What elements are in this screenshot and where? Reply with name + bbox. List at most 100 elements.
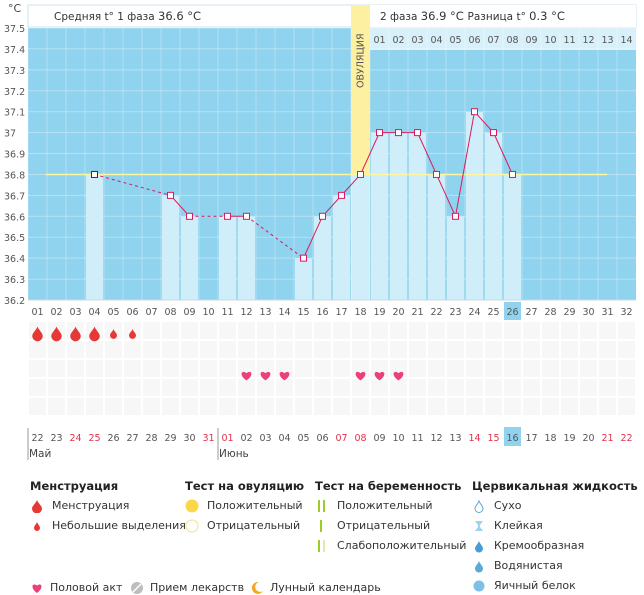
cycle-day-label: 15 <box>297 307 309 318</box>
cycle-day-label: 32 <box>620 307 632 318</box>
calendar-date-label: 14 <box>468 433 480 444</box>
symbol-cell <box>86 398 103 415</box>
symbol-cell <box>295 360 312 377</box>
symbol-cell <box>542 379 559 396</box>
legend-item: Отрицательный <box>315 519 430 533</box>
symbol-cell <box>276 379 293 396</box>
highlight-day-box <box>504 302 521 320</box>
drop-large-icon <box>32 326 43 342</box>
symbol-cell <box>599 398 616 415</box>
legend-item: Менструация <box>30 499 129 513</box>
cycle-day-label: 20 <box>392 307 404 318</box>
symbol-cell <box>371 379 388 396</box>
symbol-cell <box>466 360 483 377</box>
legend-item: Водянистая <box>472 559 563 573</box>
symbol-cell <box>219 322 236 339</box>
legend-item: Положительный <box>185 499 303 513</box>
calendar-date-label: 01 <box>221 433 233 444</box>
phase1-summary: Средняя t° 1 фаза 36.6 °C <box>54 9 201 23</box>
symbol-cell <box>162 341 179 358</box>
diff-label: Разница t° <box>468 11 530 23</box>
cycle-day-label: 03 <box>69 307 81 318</box>
unit-label: °C <box>8 2 22 15</box>
symbol-cell <box>162 360 179 377</box>
phase2-day-label: 05 <box>449 35 461 46</box>
legend-item-label: Яичный белок <box>494 579 576 592</box>
symbol-cell <box>143 398 160 415</box>
heart-icon <box>393 371 404 381</box>
phase2-day-label: 10 <box>544 35 556 46</box>
symbol-cell <box>162 379 179 396</box>
symbol-cell <box>143 360 160 377</box>
month-label: Май <box>29 448 51 460</box>
data-point <box>509 170 516 178</box>
calendar-date-label: 12 <box>430 433 442 444</box>
watery-icon <box>475 561 483 573</box>
legend-item-label: Половой акт <box>50 581 123 594</box>
symbol-cell <box>314 398 331 415</box>
phase2-day-label: 08 <box>506 35 518 46</box>
symbol-cell <box>409 322 426 339</box>
data-point <box>338 191 345 199</box>
symbol-cell <box>257 322 274 339</box>
symbol-cell <box>124 341 141 358</box>
cycle-day-label: 26 <box>506 307 518 318</box>
symbol-cell <box>314 379 331 396</box>
creamy-icon <box>475 541 483 553</box>
legend-item-label: Отрицательный <box>337 519 431 532</box>
cycle-day-label: 25 <box>487 307 499 318</box>
cycle-day-label: 01 <box>31 307 43 318</box>
symbol-cell <box>523 360 540 377</box>
legend-item-label: Кремообразная <box>494 539 585 552</box>
symbol-cell <box>447 360 464 377</box>
moon-icon <box>251 581 263 594</box>
data-point <box>414 129 421 137</box>
cycle-day-label: 17 <box>335 307 347 318</box>
temperature-bar <box>314 216 331 300</box>
drop-large-icon <box>32 500 42 513</box>
symbol-cell <box>333 379 350 396</box>
cycle-day-label: 11 <box>221 307 233 318</box>
symbol-cell <box>314 341 331 358</box>
temperature-bar <box>86 174 103 300</box>
symbol-cell <box>447 398 464 415</box>
symbol-cell <box>580 341 597 358</box>
legend-item-label: Водянистая <box>494 559 563 572</box>
symbol-cell <box>162 322 179 339</box>
symbol-cell <box>352 341 369 358</box>
line-segment <box>360 132 380 175</box>
symbol-cell <box>333 341 350 358</box>
calendar-date-label: 24 <box>69 433 81 444</box>
legend-item-label: Клейкая <box>494 519 543 532</box>
symbol-cell <box>67 360 84 377</box>
symbol-cell <box>447 322 464 339</box>
legend-item-label: Положительный <box>207 499 303 512</box>
legend-item-label: Лунный календарь <box>270 581 381 594</box>
legend-bottom-item: Лунный календарь <box>250 581 381 595</box>
legend-item: Клейкая <box>472 519 543 533</box>
phase2-day-label: 04 <box>430 35 442 46</box>
symbol-cell <box>295 379 312 396</box>
phase2-day-label: 11 <box>563 35 575 46</box>
legend-item: Небольшие выделения <box>30 519 186 533</box>
symbol-cell <box>523 341 540 358</box>
symbol-cell <box>295 341 312 358</box>
data-point <box>395 129 402 137</box>
symbol-cell <box>504 360 521 377</box>
symbol-cell <box>143 341 160 358</box>
calendar-date-label: 19 <box>563 433 575 444</box>
temperature-bar <box>447 216 464 300</box>
symbol-cell <box>200 398 217 415</box>
symbol-cell <box>48 398 65 415</box>
symbol-cell <box>504 379 521 396</box>
circle-filled-icon <box>185 499 199 513</box>
line-segment <box>455 111 475 217</box>
symbol-cell <box>276 341 293 358</box>
calendar-date-label: 07 <box>335 433 347 444</box>
diff-value: 0.3 °C <box>529 9 565 23</box>
legend-item-label: Слабоположительный <box>337 539 467 552</box>
y-tick-label: 37.3 <box>4 66 25 77</box>
drop-small-icon <box>34 522 40 531</box>
data-point <box>300 254 307 262</box>
